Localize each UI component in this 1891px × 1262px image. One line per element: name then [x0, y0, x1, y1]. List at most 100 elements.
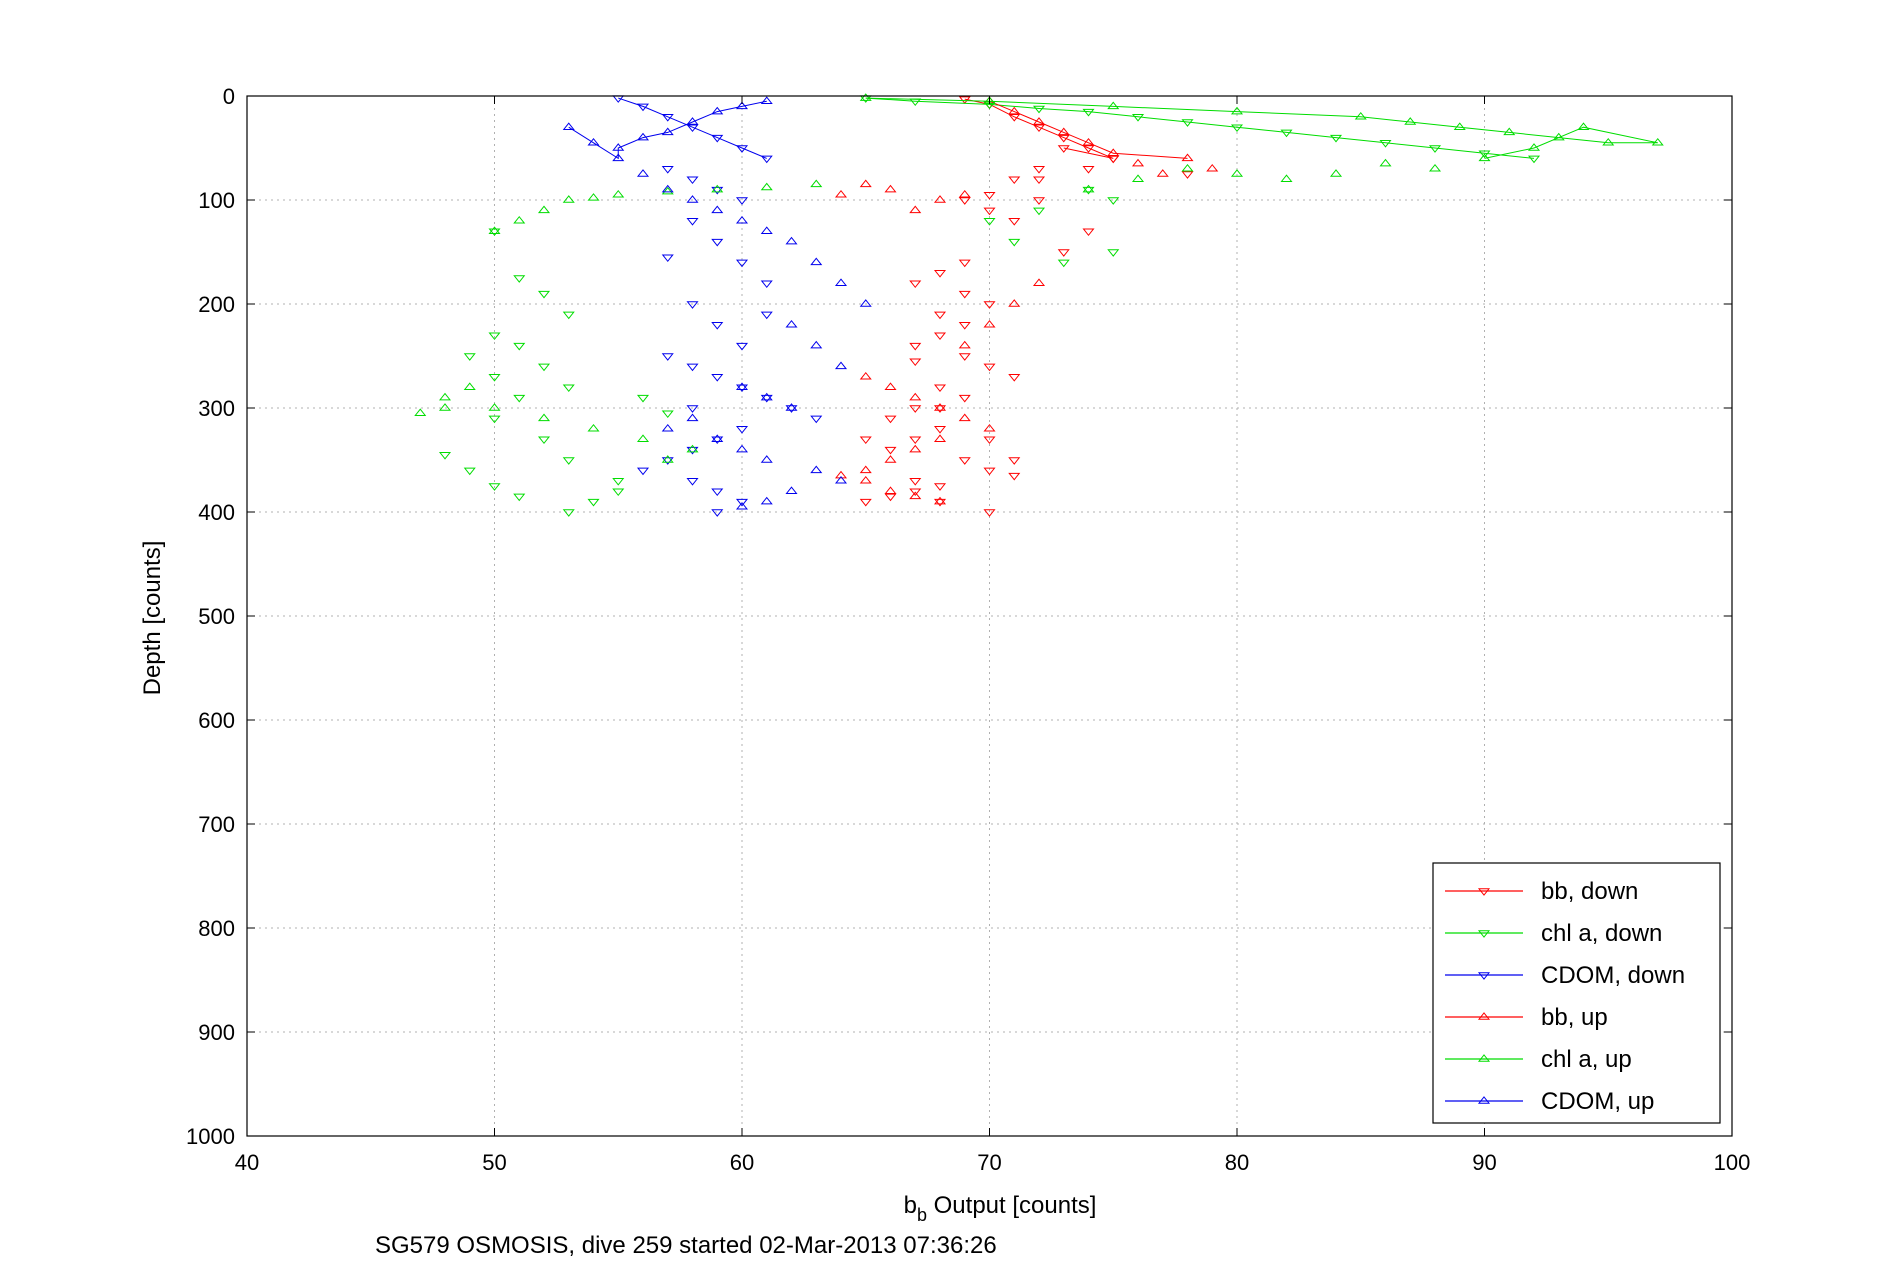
y-tick-label: 300	[198, 396, 235, 421]
data-point	[562, 311, 575, 320]
data-point	[1478, 150, 1491, 159]
data-point	[1329, 169, 1343, 177]
data-point	[488, 403, 501, 411]
data-point	[884, 184, 897, 193]
data-point	[983, 301, 996, 309]
legend-label: bb, down	[1541, 878, 1638, 905]
data-point	[612, 143, 625, 151]
data-point	[1032, 117, 1046, 125]
data-point	[711, 509, 724, 517]
data-point	[735, 259, 749, 268]
data-point	[587, 137, 600, 146]
x-axis-label-main: b	[904, 1192, 917, 1219]
x-tick-label: 60	[730, 1150, 754, 1175]
legend-marker	[1477, 930, 1491, 938]
data-point	[488, 374, 501, 382]
data-point	[983, 423, 996, 432]
data-point	[562, 122, 575, 130]
data-point	[909, 392, 922, 401]
x-tick-label: 70	[977, 1150, 1001, 1175]
data-point	[1230, 124, 1244, 133]
data-point	[859, 498, 872, 507]
data-point	[537, 290, 551, 299]
data-point	[612, 189, 625, 198]
data-point	[661, 186, 674, 195]
data-point	[1379, 158, 1392, 167]
data-point	[686, 218, 699, 226]
data-point	[1008, 374, 1021, 382]
data-point	[735, 426, 749, 434]
data-point	[933, 434, 947, 442]
legend-marker	[1477, 1096, 1491, 1104]
data-point	[884, 486, 897, 494]
data-point	[686, 405, 699, 413]
y-tick-label: 600	[198, 708, 235, 733]
data-point	[983, 319, 996, 328]
data-point	[438, 452, 452, 460]
data-point	[859, 371, 872, 380]
data-point	[1181, 119, 1194, 127]
data-point	[612, 488, 625, 497]
data-point	[686, 413, 699, 422]
y-tick-label: 0	[223, 84, 235, 109]
data-point	[1503, 127, 1516, 136]
data-point	[909, 436, 922, 445]
data-point	[488, 483, 501, 491]
data-point	[810, 415, 823, 424]
data-point	[735, 215, 749, 224]
data-point	[1057, 259, 1070, 268]
data-point	[810, 340, 823, 349]
data-point	[983, 467, 996, 476]
data-point	[859, 93, 872, 101]
data-point	[1527, 143, 1541, 151]
data-point	[661, 184, 674, 193]
data-point	[933, 496, 947, 505]
data-point	[1280, 174, 1293, 182]
data-point	[1082, 137, 1095, 146]
data-point	[810, 179, 823, 188]
legend-marker	[1477, 888, 1491, 896]
data-point	[933, 405, 947, 413]
data-point	[1032, 207, 1046, 216]
data-point	[661, 127, 674, 136]
data-point	[1107, 155, 1120, 164]
data-point	[859, 436, 872, 445]
data-point	[661, 353, 674, 361]
data-point	[1082, 108, 1095, 117]
data-point	[785, 486, 798, 494]
data-point	[1354, 111, 1367, 120]
data-point	[785, 405, 798, 413]
data-point	[983, 192, 996, 200]
data-point	[661, 166, 674, 174]
data-point	[711, 436, 724, 445]
data-point	[1428, 163, 1442, 172]
y-tick-label: 900	[198, 1020, 235, 1045]
data-point	[859, 475, 872, 484]
data-point	[711, 205, 724, 214]
data-point	[1131, 114, 1145, 122]
tick-layer: 40 50 60 70 80 90 1000100200300400500600700800…	[186, 84, 1750, 1175]
data-point	[785, 403, 798, 411]
series-3	[834, 96, 1219, 505]
data-point	[909, 488, 922, 497]
data-point	[513, 342, 526, 351]
data-point	[958, 189, 971, 198]
series-line	[618, 97, 767, 159]
data-point	[958, 290, 971, 299]
data-point	[933, 426, 947, 434]
data-point	[488, 226, 501, 234]
series-2	[612, 95, 823, 517]
data-point	[1008, 106, 1021, 115]
data-point	[735, 382, 749, 390]
data-point	[513, 275, 526, 283]
data-point	[884, 415, 897, 424]
data-point	[661, 457, 674, 465]
data-point	[1008, 114, 1021, 122]
data-point	[760, 392, 773, 401]
data-point	[810, 257, 823, 266]
data-point	[958, 457, 971, 465]
data-point	[1428, 145, 1442, 153]
data-point	[686, 117, 699, 125]
data-point	[463, 382, 476, 390]
data-point	[983, 207, 996, 216]
